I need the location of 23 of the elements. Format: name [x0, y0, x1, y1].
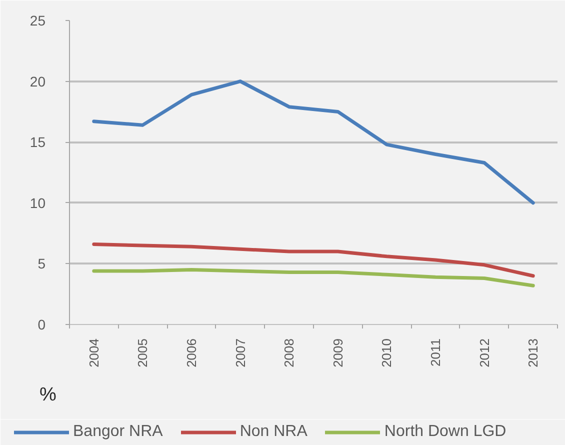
- x-tick-label: 2008: [282, 338, 297, 368]
- y-tick-label: 20: [30, 73, 46, 90]
- x-tick-label: 2004: [86, 338, 102, 368]
- x-tick-label: 2011: [428, 338, 443, 366]
- y-tick-label: 10: [30, 194, 46, 211]
- x-tick-label: 2005: [135, 338, 150, 368]
- line-series: [92, 80, 535, 205]
- y-tick-label: 0: [38, 316, 46, 332]
- legend-label: North Down LGD: [384, 423, 506, 441]
- y-axis-title: %: [40, 384, 56, 406]
- x-tick-label: 2012: [476, 338, 492, 368]
- legend-label: Bangor NRA: [73, 423, 163, 441]
- x-tick-label: 2006: [184, 338, 199, 368]
- y-tick-label: 25: [30, 12, 46, 28]
- line-series: [92, 268, 535, 288]
- x-tick-label: 2007: [232, 338, 248, 368]
- x-tick-label: 2009: [330, 338, 346, 368]
- y-tick-label: 15: [30, 134, 46, 150]
- line-series: [92, 242, 535, 278]
- y-tick-label: 5: [38, 256, 46, 272]
- legend-label: Non NRA: [240, 423, 308, 441]
- x-tick-label: 2010: [379, 338, 394, 368]
- x-tick-label: 2013: [526, 338, 541, 368]
